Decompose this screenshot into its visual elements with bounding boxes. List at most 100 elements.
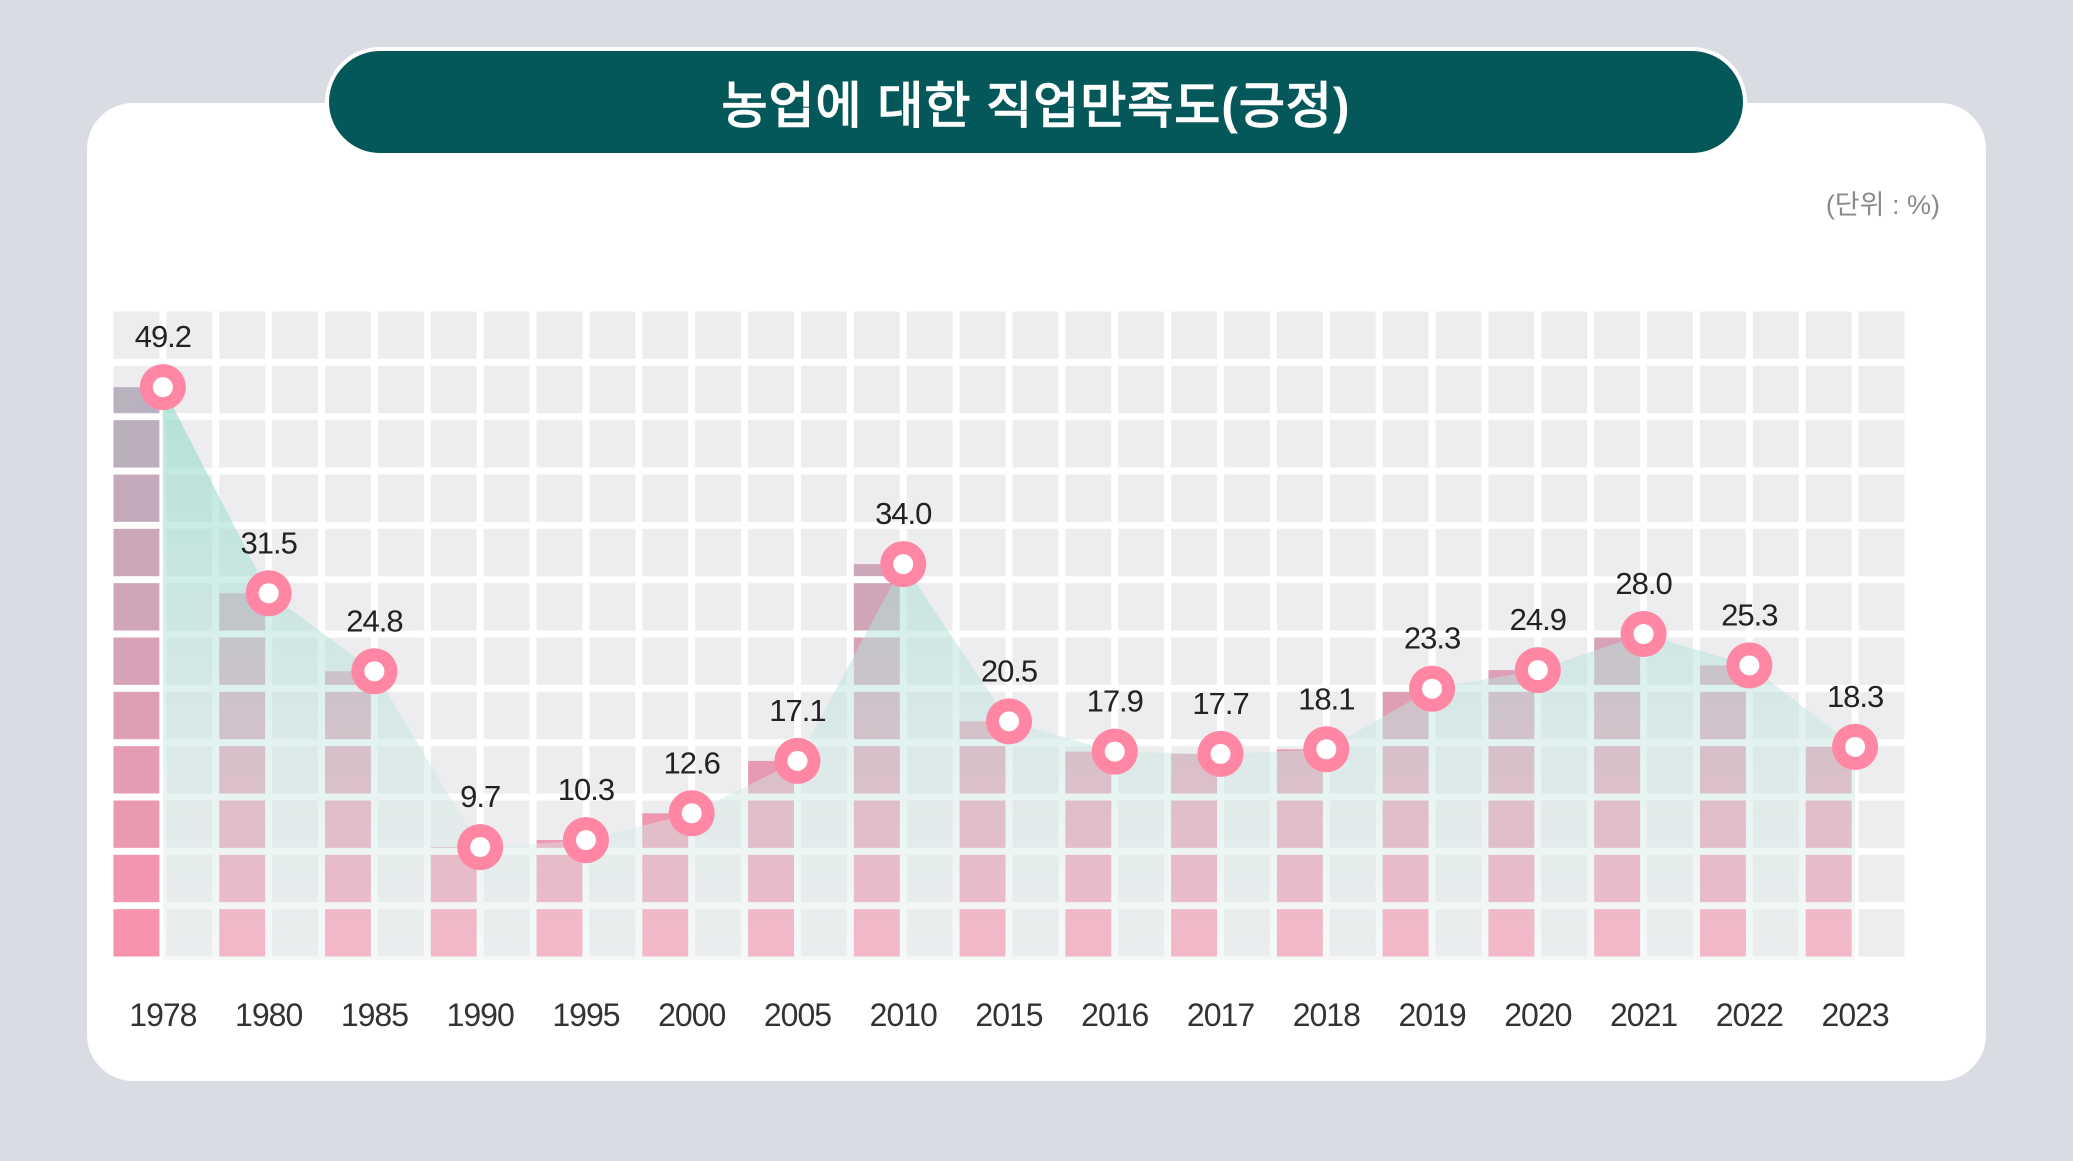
grid-cell — [1012, 474, 1059, 522]
data-label: 10.3 — [558, 772, 614, 807]
grid-cell — [1752, 420, 1799, 468]
grid-cell — [272, 311, 319, 359]
grid-cell — [695, 420, 742, 468]
grid-cell — [1171, 528, 1218, 577]
data-label: 28.0 — [1615, 566, 1672, 601]
grid-cell — [853, 311, 900, 359]
grid-cell — [748, 420, 794, 468]
grid-cell — [959, 583, 1006, 631]
grid-cell — [589, 583, 636, 631]
data-label: 24.8 — [346, 603, 402, 638]
grid-cell — [695, 746, 742, 794]
grid-cell — [1752, 583, 1799, 631]
data-point-marker — [562, 817, 609, 864]
grid-cell — [430, 474, 477, 522]
grid-cell — [853, 474, 900, 522]
x-tick-label: 1980 — [235, 997, 302, 1033]
marker-center — [681, 803, 702, 824]
grid-cell — [166, 311, 213, 359]
grid-cell — [748, 637, 794, 685]
grid-cell — [1594, 311, 1641, 359]
grid-cell — [1224, 691, 1270, 740]
data-label: 31.5 — [240, 525, 296, 560]
grid-cell — [748, 474, 794, 522]
x-tick-label: 2016 — [1081, 997, 1148, 1033]
grid-cell — [800, 420, 847, 468]
value-labels: 49.2 31.5 24.8 9.7 10.3 12.6 17.1 34.0 20.5 17.9 1… — [135, 319, 1885, 814]
grid-cell — [1541, 583, 1588, 631]
grid-cell — [1118, 420, 1165, 468]
grid-cell — [906, 365, 953, 414]
x-tick-label: 1978 — [129, 997, 196, 1033]
grid-cell — [1012, 365, 1059, 414]
grid-cell — [536, 528, 583, 577]
grid-cell — [1171, 311, 1218, 359]
data-point-marker — [1303, 726, 1350, 773]
marker-center — [258, 583, 279, 604]
bar-segment — [113, 800, 160, 848]
grid-cell — [1594, 474, 1641, 522]
bar-segment — [113, 691, 160, 740]
grid-cell — [430, 528, 477, 577]
grid-cell — [1276, 528, 1323, 577]
grid-cell — [1329, 474, 1376, 522]
grid-cell — [1858, 528, 1905, 577]
data-point-marker — [1409, 665, 1456, 712]
grid-cell — [800, 637, 847, 685]
grid-cell — [642, 583, 689, 631]
grid-cell — [1118, 474, 1165, 522]
grid-cell — [1224, 474, 1270, 522]
grid-cell — [1647, 474, 1693, 522]
grid-cell — [1805, 365, 1852, 414]
area-overlay — [162, 387, 1856, 961]
chart-title: 농업에 대한 직업만족도(긍정) — [721, 78, 1351, 134]
data-point-marker — [1091, 728, 1138, 775]
x-tick-label: 2019 — [1398, 997, 1465, 1033]
grid-cell — [1224, 528, 1270, 577]
grid-cell — [800, 474, 847, 522]
x-tick-label: 1990 — [447, 997, 514, 1033]
grid-cell — [1699, 311, 1746, 359]
grid-cell — [1805, 637, 1852, 685]
grid-cell — [1541, 474, 1588, 522]
grid-cell — [642, 746, 689, 794]
marker-center — [1527, 660, 1548, 681]
grid-cell — [377, 474, 424, 522]
grid-cell — [1858, 854, 1905, 903]
grid-cell — [430, 583, 477, 631]
marker-center — [1845, 736, 1866, 757]
grid-cell — [1541, 528, 1588, 577]
data-label: 34.0 — [875, 496, 932, 531]
grid-cell — [325, 474, 371, 522]
grid-cell — [1118, 637, 1165, 685]
grid-cell — [748, 311, 794, 359]
x-tick-label: 2020 — [1504, 997, 1571, 1033]
grid-cell — [1594, 365, 1641, 414]
grid-cell — [1118, 311, 1165, 359]
grid-cell — [642, 528, 689, 577]
grid-cell — [430, 691, 477, 740]
grid-cell — [1065, 583, 1112, 631]
grid-cell — [959, 365, 1006, 414]
grid-cell — [1805, 420, 1852, 468]
grid-cell — [536, 474, 583, 522]
data-point-marker — [1514, 647, 1561, 694]
grid-cell — [853, 365, 900, 414]
grid-cell — [483, 583, 530, 631]
grid-cell — [1171, 365, 1218, 414]
grid-cell — [695, 474, 742, 522]
grid-cell — [959, 528, 1006, 577]
grid-cell — [1435, 311, 1482, 359]
grid-cell — [800, 528, 847, 577]
grid-cell — [1171, 583, 1218, 631]
grid-cell — [1488, 311, 1535, 359]
bar-segment — [113, 909, 160, 957]
marker-center — [999, 711, 1019, 732]
grid-cell — [589, 474, 636, 522]
grid-cell — [1012, 583, 1059, 631]
grid-cell — [1594, 528, 1641, 577]
grid-cell — [1224, 583, 1270, 631]
grid-cell — [1699, 528, 1746, 577]
bar-segment — [113, 637, 160, 685]
grid-cell — [1805, 474, 1852, 522]
